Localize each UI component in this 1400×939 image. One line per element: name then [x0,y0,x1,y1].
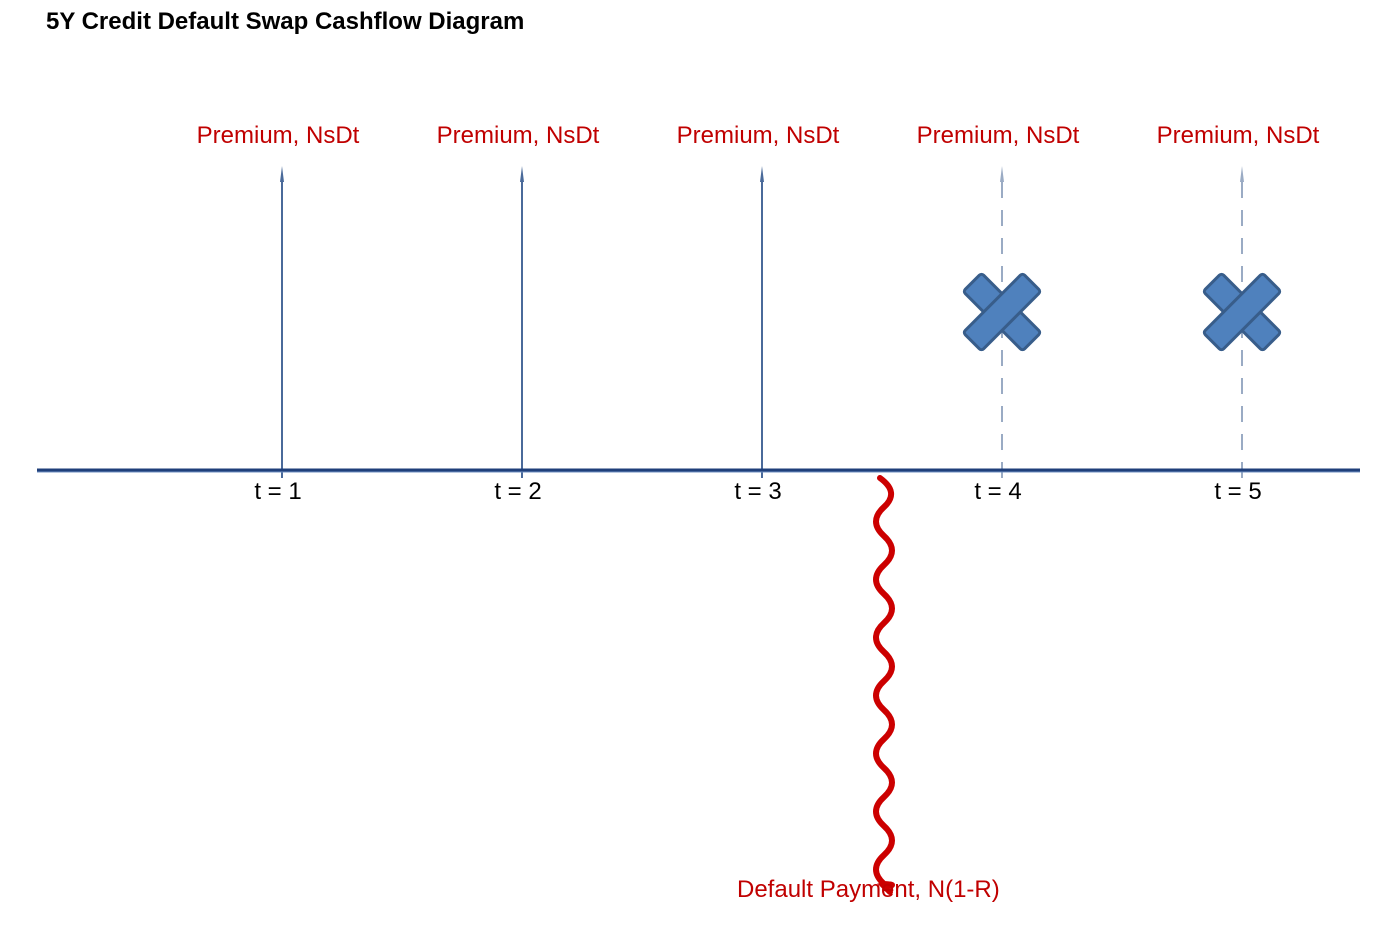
tick-label-3: t = 3 [734,478,782,505]
default-payment-wave [873,475,895,895]
cancelled-premium-x-icon [962,272,1042,352]
arrow-head-icon [760,166,764,182]
arrow-head-icon [280,166,284,182]
premium-label-3: Premium, NsDt [676,122,840,149]
cancel-marks-layer [962,272,1282,352]
tick-label-4: t = 4 [974,478,1022,505]
premium-label-4: Premium, NsDt [916,122,1080,149]
premium-label-5: Premium, NsDt [1156,122,1320,149]
premium-label-2: Premium, NsDt [436,122,600,149]
arrow-head-icon [1240,166,1244,182]
tick-label-1: t = 1 [254,478,302,505]
premium-arrows-layer [280,166,1244,478]
cancelled-premium-x-icon [1202,272,1282,352]
tick-label-5: t = 5 [1214,478,1262,505]
page-title: 5Y Credit Default Swap Cashflow Diagram [46,8,525,35]
tick-label-2: t = 2 [494,478,542,505]
arrow-head-icon [1000,166,1004,182]
default-payment-label: Default Payment, N(1-R) [737,876,1000,903]
arrow-head-icon [520,166,524,182]
premium-label-1: Premium, NsDt [196,122,360,149]
